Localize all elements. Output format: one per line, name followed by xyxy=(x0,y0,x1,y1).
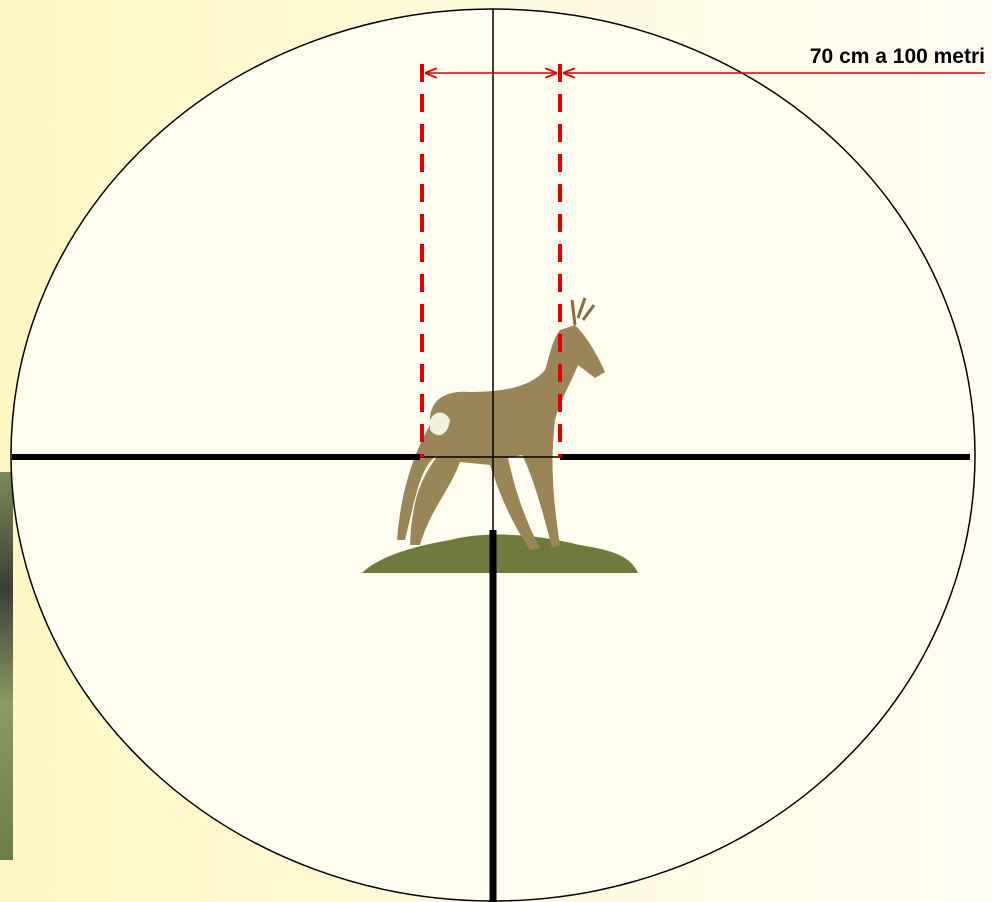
scope-diagram: 70 cm a 100 metri xyxy=(0,0,992,902)
measure-label: 70 cm a 100 metri xyxy=(810,45,985,68)
photo-strip xyxy=(0,472,13,860)
